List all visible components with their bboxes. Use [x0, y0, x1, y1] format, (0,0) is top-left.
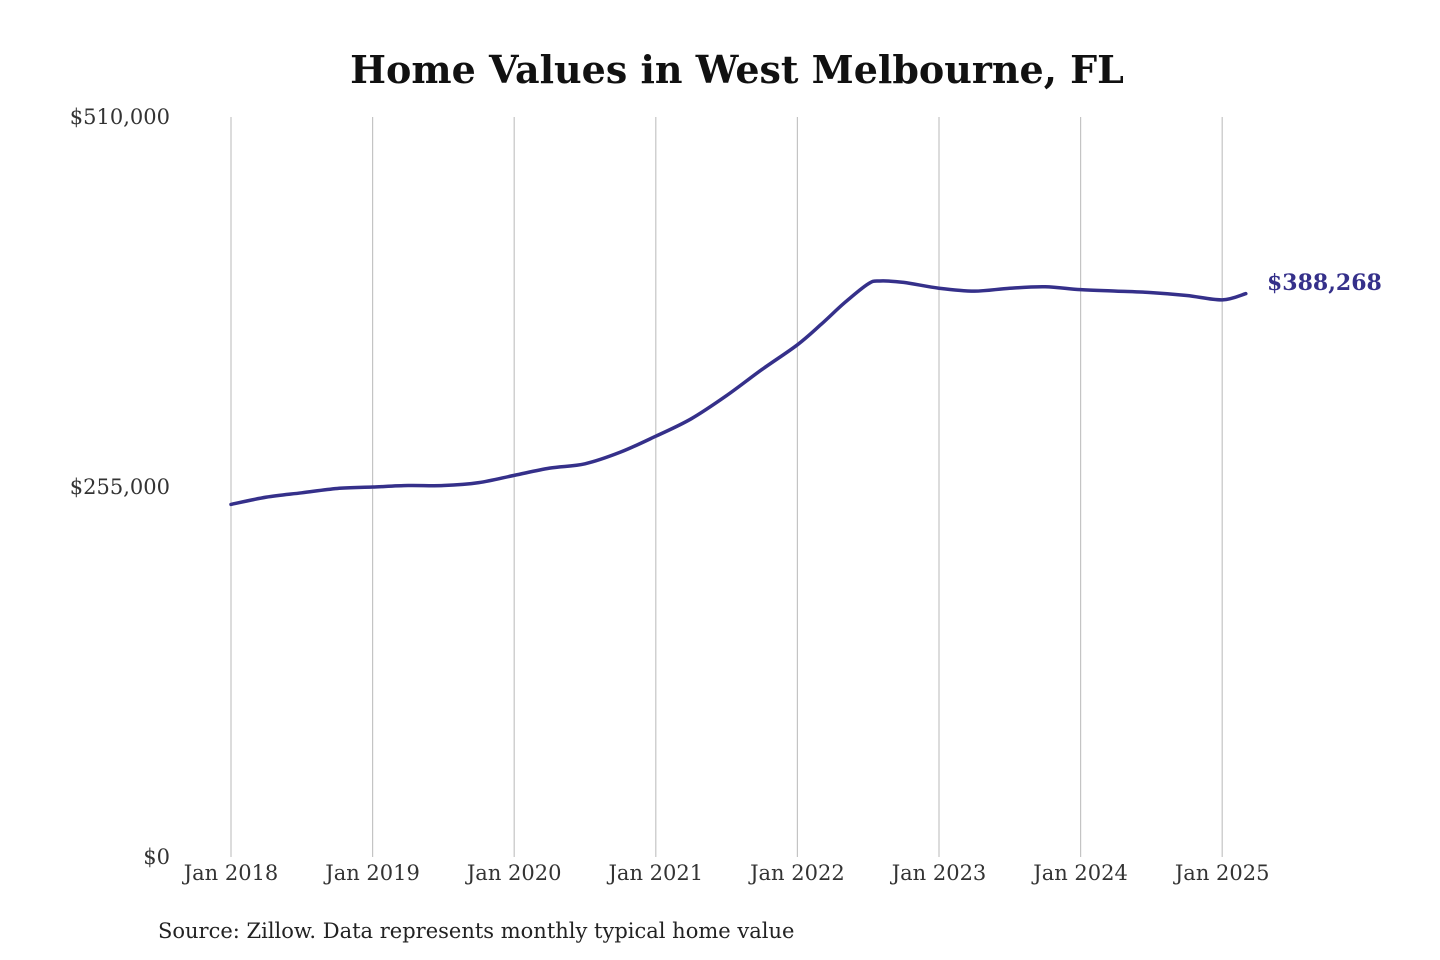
series-layer	[229, 279, 1248, 507]
x-axis-ticks: Jan 2018 Jan 2019 Jan 2020 Jan 2021 Jan 2022…	[182, 861, 1270, 885]
x-tick-label: Jan 2024	[1031, 861, 1128, 885]
x-tick-label: Jan 2023	[890, 861, 987, 885]
grid-layer	[230, 117, 1223, 857]
x-tick-label: Jan 2018	[182, 861, 279, 885]
end-value-label: $388,268	[1267, 270, 1382, 296]
y-tick-label: $510,000	[70, 105, 170, 129]
x-tick-label: Jan 2022	[748, 861, 845, 885]
x-tick-label: Jan 2020	[465, 861, 562, 885]
chart-title: Home Values in West Melbourne, FL	[350, 47, 1124, 92]
source-note: Source: Zillow. Data represents monthly …	[158, 919, 794, 943]
y-tick-label: $255,000	[70, 475, 170, 499]
x-tick-label: Jan 2019	[323, 861, 420, 885]
x-tick-label: Jan 2025	[1173, 861, 1270, 885]
x-tick-label: Jan 2021	[607, 861, 704, 885]
y-axis-ticks: $0 $255,000 $510,000	[70, 105, 170, 869]
series-line	[229, 279, 1248, 507]
y-tick-label: $0	[143, 845, 170, 869]
